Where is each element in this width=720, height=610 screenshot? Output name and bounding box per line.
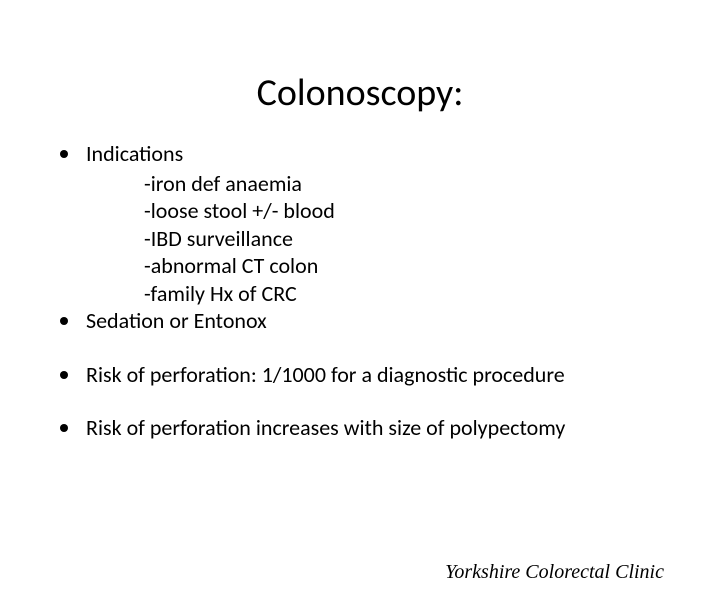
bullet-sedation: Sedation or Entonox — [60, 307, 680, 335]
bullet-risk-diagnostic: Risk of perforation: 1/1000 for a diagno… — [60, 361, 680, 389]
bullet-dot-icon — [60, 371, 68, 379]
sub-item: -loose stool +/- blood — [144, 197, 680, 225]
footer-text: Yorkshire Colorectal Clinic — [445, 561, 664, 584]
sub-item: -iron def anaemia — [144, 170, 680, 198]
bullet-indications: Indications — [60, 140, 680, 168]
bullet-dot-icon — [60, 150, 68, 158]
bullet-text: Risk of perforation increases with size … — [86, 414, 680, 442]
bullet-text: Sedation or Entonox — [86, 307, 680, 335]
bullet-dot-icon — [60, 424, 68, 432]
sub-item: -abnormal CT colon — [144, 252, 680, 280]
sub-item: -IBD surveillance — [144, 225, 680, 253]
bullet-risk-polypectomy: Risk of perforation increases with size … — [60, 414, 680, 442]
bullet-dot-icon — [60, 317, 68, 325]
spacer — [60, 337, 680, 361]
slide: Colonoscopy: Indications -iron def anaem… — [0, 70, 720, 610]
slide-content: Indications -iron def anaemia -loose sto… — [60, 140, 680, 442]
sub-item: -family Hx of CRC — [144, 280, 680, 308]
bullet-text: Indications — [86, 140, 680, 168]
bullet-text: Risk of perforation: 1/1000 for a diagno… — [86, 361, 680, 389]
slide-title: Colonoscopy: — [0, 70, 720, 116]
spacer — [60, 390, 680, 414]
